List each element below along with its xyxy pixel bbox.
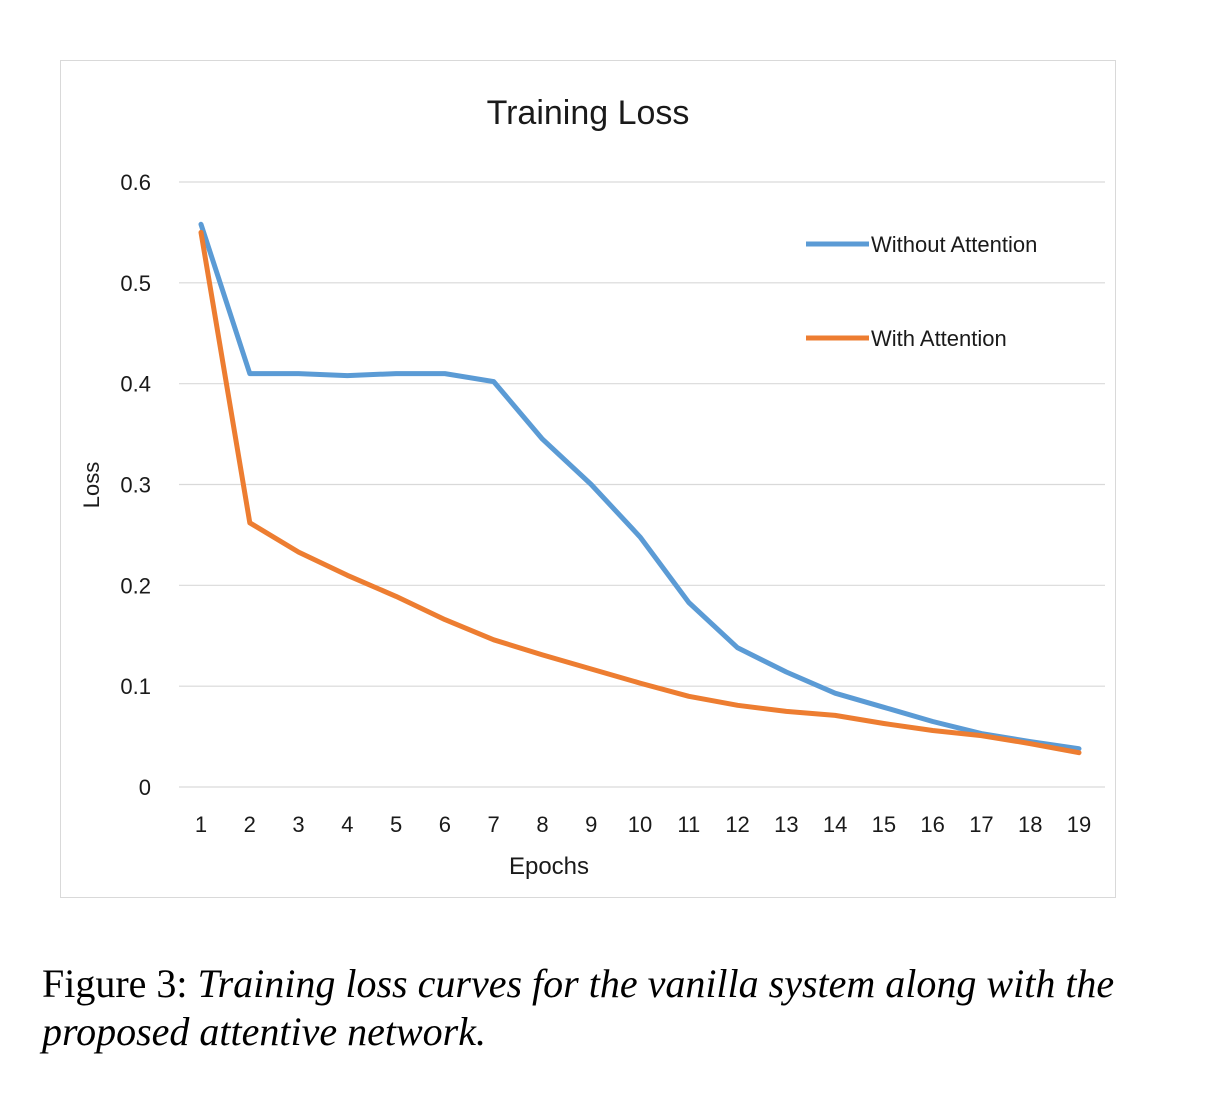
- x-tick-label: 9: [585, 812, 597, 837]
- caption-text: Training loss curves for the vanilla sys…: [42, 961, 1115, 1054]
- y-tick-label: 0.6: [120, 170, 151, 195]
- x-tick-label: 14: [823, 812, 847, 837]
- gridlines: [179, 181, 1105, 788]
- figure-caption: Figure 3: Training loss curves for the v…: [42, 960, 1162, 1056]
- x-tick-label: 1: [195, 812, 207, 837]
- x-tick-label: 7: [488, 812, 500, 837]
- y-tick-label: 0.1: [120, 674, 151, 699]
- series-line-with-attention: [198, 229, 1082, 756]
- legend: Without Attention With Attention: [806, 232, 1037, 351]
- x-tick-label: 18: [1018, 812, 1042, 837]
- x-tick-label: 2: [244, 812, 256, 837]
- x-tick-label: 19: [1067, 812, 1091, 837]
- x-axis-label: Epochs: [509, 853, 589, 880]
- series-lines: [198, 221, 1082, 756]
- x-tick-label: 8: [536, 812, 548, 837]
- x-tick-label: 16: [920, 812, 944, 837]
- x-tick-label: 17: [969, 812, 993, 837]
- x-tick-label: 10: [628, 812, 652, 837]
- legend-label: With Attention: [871, 326, 1007, 351]
- caption-label: Figure 3:: [42, 961, 188, 1006]
- series-line-without-attention: [198, 221, 1082, 752]
- y-tick-label: 0.4: [120, 372, 151, 397]
- x-tick-label: 13: [774, 812, 798, 837]
- x-tick-label: 3: [292, 812, 304, 837]
- y-tick-label: 0.2: [120, 573, 151, 598]
- y-tick-label: 0: [139, 775, 151, 800]
- x-tick-label: 15: [872, 812, 896, 837]
- x-tick-label: 6: [439, 812, 451, 837]
- line-chart: Training Loss Loss Epochs 00.10.20.30.40…: [79, 94, 1105, 880]
- y-tick-label: 0.5: [120, 271, 151, 296]
- x-tick-labels: 1 2 3 4 5 6 7 8 9 10 11 12 13 14 15 16 17 18 19: [195, 812, 1091, 837]
- x-tick-label: 11: [677, 812, 700, 837]
- y-tick-labels: 0 0.1 0.2 0.3 0.4 0.5 0.6: [120, 170, 151, 800]
- legend-label: Without Attention: [871, 232, 1037, 257]
- x-tick-label: 5: [390, 812, 402, 837]
- x-tick-label: 4: [341, 812, 353, 837]
- y-tick-label: 0.3: [120, 473, 151, 498]
- y-axis-label: Loss: [79, 462, 104, 508]
- chart-frame: Training Loss Loss Epochs 0 0.1 0.2 0.3 0.4 0…: [60, 60, 1116, 898]
- x-tick-label: 12: [725, 812, 749, 837]
- chart-title: Training Loss: [487, 94, 690, 132]
